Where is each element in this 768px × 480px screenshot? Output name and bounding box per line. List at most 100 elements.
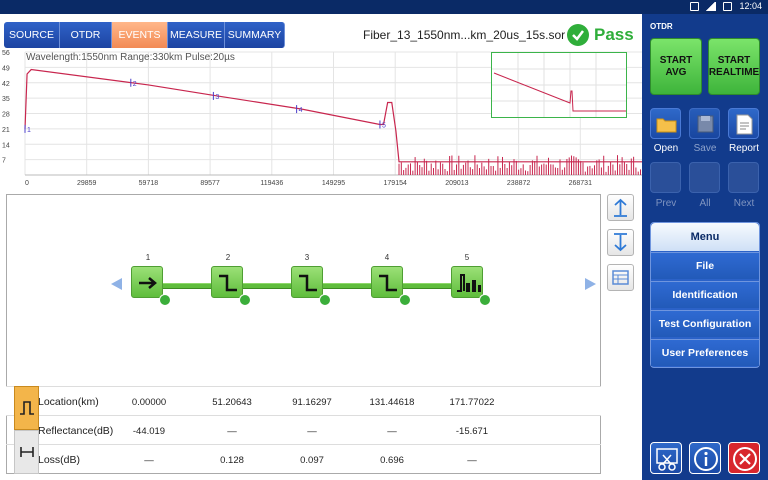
start-realtime-button[interactable]: START REALTIME (708, 38, 760, 95)
menu-title: Menu (651, 223, 759, 251)
menu-item-identification[interactable]: Identification (651, 281, 759, 308)
info-icon (694, 447, 718, 471)
x-tick-label: 59718 (139, 180, 159, 187)
tab-measure[interactable]: MEASURE (168, 22, 225, 48)
table-cell: -44.019 (132, 426, 166, 437)
row-label: Loss(dB) (38, 454, 81, 466)
table-cell: — (387, 426, 397, 437)
tab-events[interactable]: EVENTS (112, 22, 168, 48)
y-tick-label: 7 (2, 158, 6, 165)
event-5-end[interactable] (451, 266, 483, 298)
table-cell: 0.128 (220, 455, 244, 466)
x-tick-label: 119436 (260, 180, 283, 187)
event-number: 3 (304, 253, 310, 262)
event-marker-label: 4 (299, 107, 303, 114)
event-1-launch[interactable] (131, 266, 163, 298)
table-cell: — (227, 426, 237, 437)
menu-item-test-configuration[interactable]: Test Configuration (651, 310, 759, 337)
event-marker-label: 1 (27, 127, 31, 134)
all-label: All (699, 198, 711, 209)
status-bar: 12:04 (0, 0, 768, 14)
arrow-up-icon (614, 198, 627, 217)
check-circle-icon (567, 24, 589, 46)
row-label: Location(km) (38, 396, 99, 408)
close-button[interactable] (728, 442, 760, 474)
table-cell: — (467, 455, 477, 466)
prev-label: Prev (655, 198, 677, 209)
report-icon (736, 114, 753, 135)
panel-title: OTDR (650, 22, 673, 31)
result-status: Pass (567, 24, 634, 46)
menu-panel: Menu File Identification Test Configurat… (650, 222, 760, 368)
splice-step-icon (379, 274, 397, 292)
table-cell: — (307, 426, 317, 437)
menu-item-file[interactable]: File (651, 252, 759, 279)
table-icon (612, 270, 629, 285)
table-row: Reflectance(dB) -44.019 — — — -15.671 (6, 415, 601, 444)
file-selector[interactable]: Fiber_13_1550nm...km_20us_15s.sor (363, 28, 584, 42)
tools-button[interactable] (650, 442, 682, 474)
wifi-icon (706, 1, 717, 11)
event-marker-label: 2 (133, 81, 137, 88)
event-marker-label: 5 (382, 122, 386, 129)
x-tick-label: 0 (25, 180, 29, 187)
events-panel (6, 194, 601, 474)
x-tick-label: 149295 (322, 180, 345, 187)
arrow-down-icon (614, 233, 627, 252)
check-icon (239, 294, 251, 306)
move-down-button[interactable] (607, 229, 634, 256)
file-name: Fiber_13_1550nm...km_20us_15s.sor (363, 28, 566, 42)
table-cell: 0.696 (380, 455, 404, 466)
menu-item-user-preferences[interactable]: User Preferences (651, 339, 759, 366)
x-tick-label: 268731 (569, 180, 592, 187)
table-cell: 91.16297 (292, 397, 332, 408)
overview-inset[interactable] (491, 52, 627, 118)
scroll-right-arrow[interactable] (585, 278, 596, 290)
fiber-end-icon (457, 274, 481, 292)
splice-step-icon (299, 274, 317, 292)
tab-source[interactable]: SOURCE (4, 22, 60, 48)
event-4-splice[interactable] (371, 266, 403, 298)
table-view-button[interactable] (607, 264, 634, 291)
event-2-splice[interactable] (211, 266, 243, 298)
move-up-button[interactable] (607, 194, 634, 221)
scissors-icon (656, 448, 678, 471)
folder-icon (656, 118, 677, 133)
span-view-toggle[interactable] (14, 430, 39, 474)
open-button[interactable] (650, 108, 681, 139)
all-button[interactable] (689, 162, 720, 193)
next-button[interactable] (728, 162, 759, 193)
trace-info: Wavelength:1550nm Range:330km Pulse:20µs (26, 52, 235, 63)
event-3-splice[interactable] (291, 266, 323, 298)
row-label: Reflectance(dB) (38, 425, 114, 437)
launch-arrow-icon (139, 277, 157, 289)
check-icon (399, 294, 411, 306)
start-avg-button[interactable]: START AVG (650, 38, 702, 95)
check-icon (319, 294, 331, 306)
y-tick-label: 28 (2, 112, 10, 119)
table-cell: 0.097 (300, 455, 324, 466)
x-tick-label: 209013 (445, 180, 468, 187)
tab-otdr[interactable]: OTDR (60, 22, 112, 48)
prev-button[interactable] (650, 162, 681, 193)
splice-step-icon (219, 274, 237, 292)
x-tick-label: 179154 (384, 180, 407, 187)
save-button[interactable] (689, 108, 720, 139)
pass-label: Pass (594, 25, 634, 44)
event-view-toggle[interactable] (14, 386, 39, 430)
info-button[interactable] (689, 442, 721, 474)
event-marker-label: 3 (215, 94, 219, 101)
overview-svg (492, 53, 626, 117)
check-icon (479, 294, 491, 306)
clock: 12:04 (739, 1, 762, 11)
x-tick-label: 89577 (200, 180, 220, 187)
table-cell: — (144, 455, 154, 466)
y-tick-label: 21 (2, 127, 10, 134)
report-button[interactable] (728, 108, 759, 139)
battery-saver-icon (690, 1, 700, 11)
tab-summary[interactable]: SUMMARY (225, 22, 285, 48)
floppy-icon (697, 115, 714, 133)
report-label: Report (728, 143, 759, 154)
scroll-left-arrow[interactable] (111, 278, 122, 290)
